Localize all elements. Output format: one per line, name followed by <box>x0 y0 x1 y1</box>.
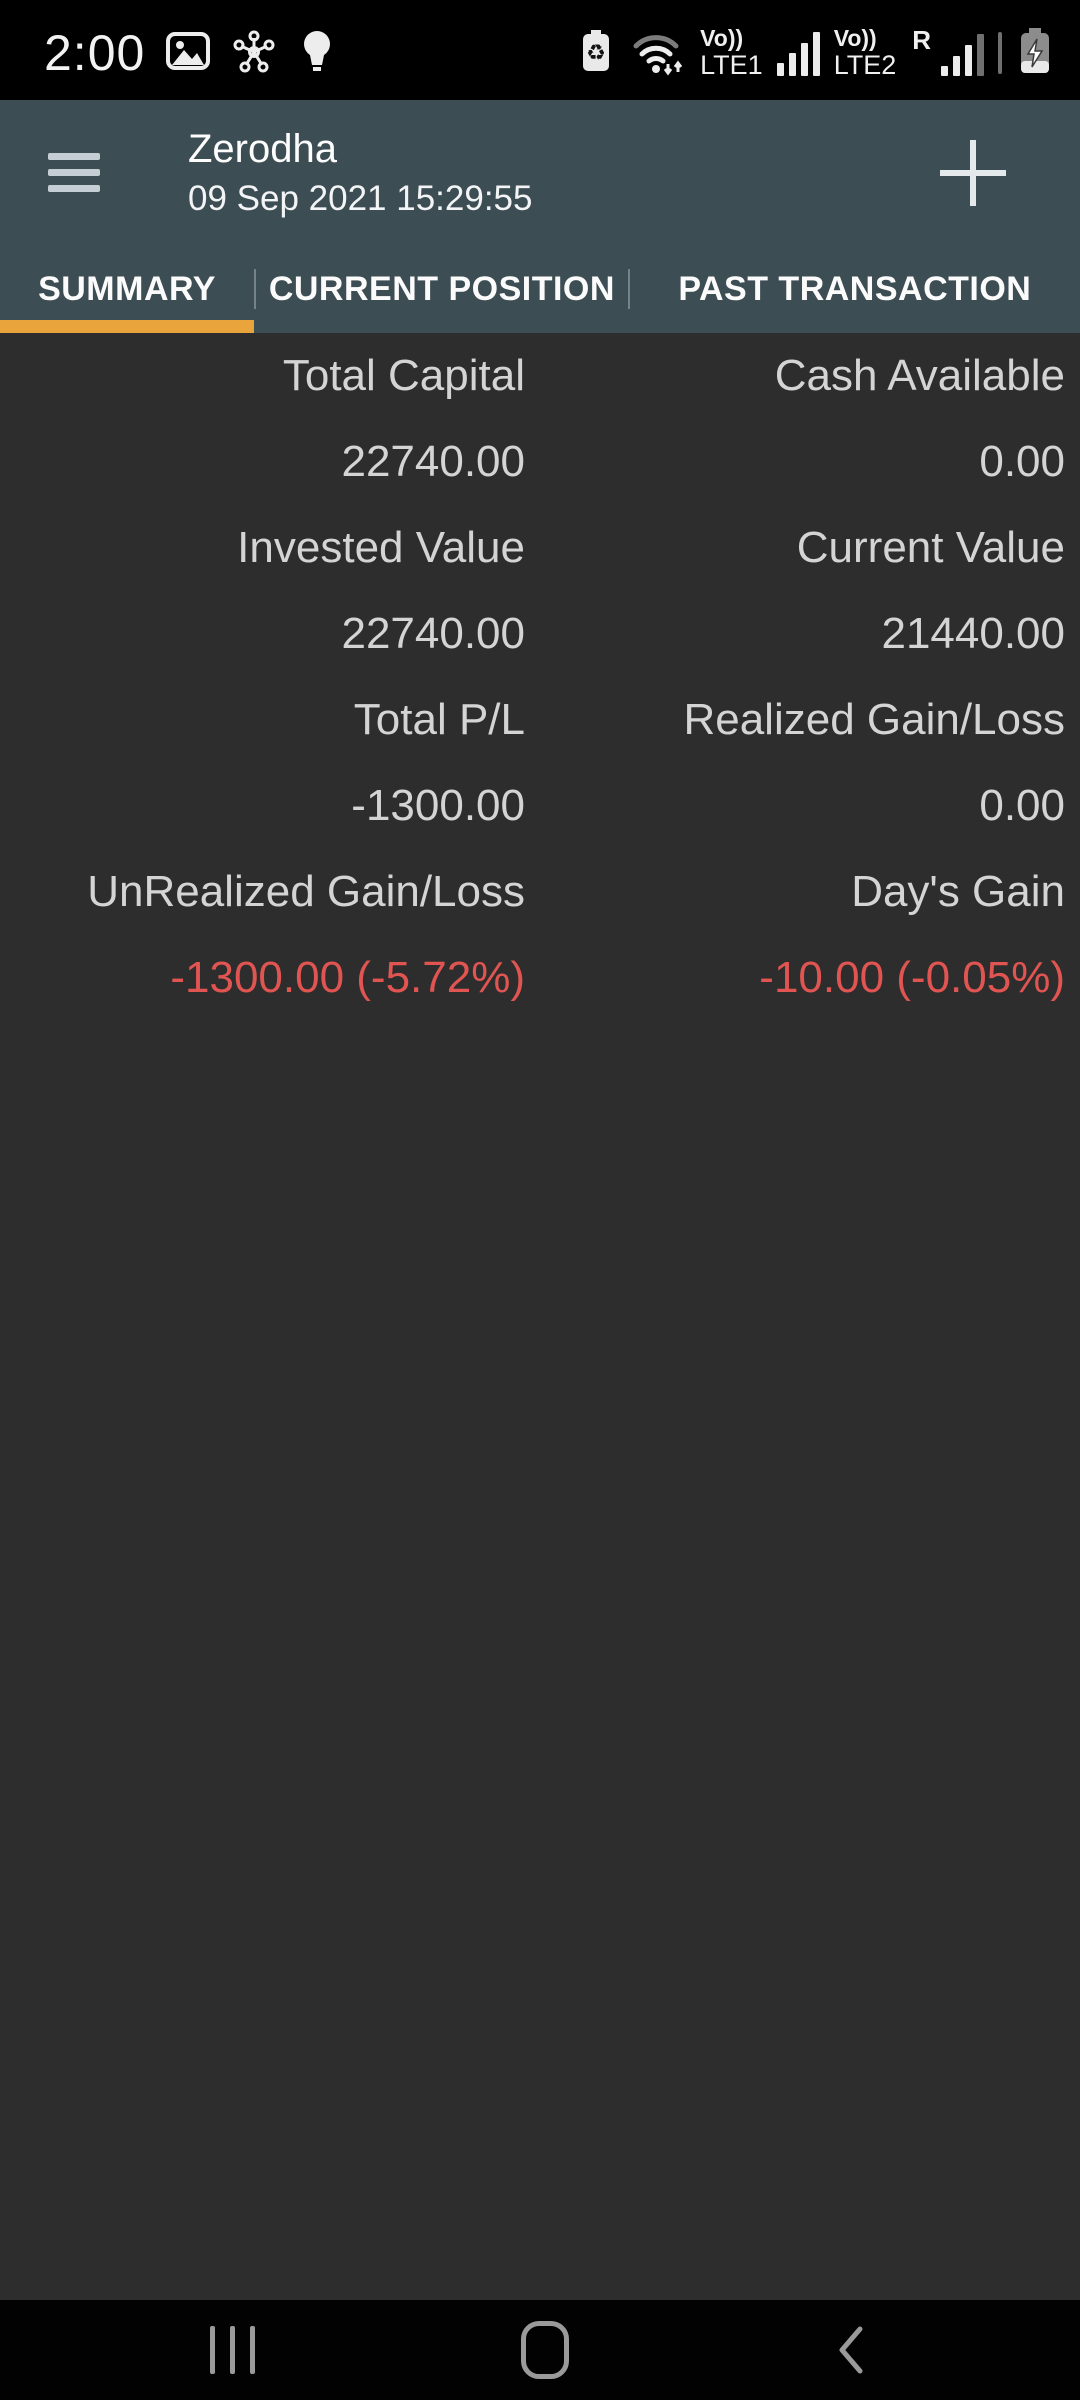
tab-past-transaction[interactable]: PAST TRANSACTION <box>630 245 1080 333</box>
sim2-network-label: Vo)) LTE2 <box>833 25 897 80</box>
label-total-capital: Total Capital <box>282 351 525 400</box>
app-bar-titles: Zerodha 09 Sep 2021 15:29:55 <box>188 126 532 219</box>
plus-icon[interactable] <box>938 138 1008 208</box>
tab-separator <box>254 269 257 309</box>
menu-icon[interactable] <box>48 153 100 192</box>
app-bar: Zerodha 09 Sep 2021 15:29:55 <box>0 100 1080 245</box>
wifi-icon <box>628 26 686 81</box>
tab-separator <box>627 269 630 309</box>
label-invested-value: Invested Value <box>237 523 525 572</box>
recents-icon[interactable] <box>210 2326 255 2374</box>
label-total-pl: Total P/L <box>353 695 525 744</box>
value-total-pl: -1300.00 <box>351 781 525 830</box>
status-divider <box>998 32 1002 74</box>
tab-summary[interactable]: SUMMARY <box>0 245 255 333</box>
page-title: Zerodha <box>188 127 337 172</box>
value-realized-gain-loss: 0.00 <box>979 781 1065 830</box>
sim1-signal-icon <box>776 30 820 76</box>
sim2-signal-icon <box>941 30 984 76</box>
page-subtitle-datetime: 09 Sep 2021 15:29:55 <box>188 179 533 219</box>
tab-current-position-label: CURRENT POSITION <box>268 269 615 308</box>
active-tab-indicator <box>0 320 255 333</box>
battery-saver-icon: ♻ <box>578 27 614 80</box>
tab-current-position[interactable]: CURRENT POSITION <box>256 245 628 333</box>
label-realized-gain-loss: Realized Gain/Loss <box>683 695 1065 744</box>
status-time: 2:00 <box>44 25 146 81</box>
roaming-indicator: R <box>912 24 931 55</box>
sim1-network-label: Vo)) LTE1 <box>700 25 763 80</box>
value-unrealized-gain-loss: -1300.00 (-5.72%) <box>170 953 525 1002</box>
navigation-bar <box>0 2300 1080 2400</box>
smartthings-icon <box>231 28 277 79</box>
flashlight-bulb-icon <box>297 27 337 80</box>
status-bar-right: ♻ Vo)) LTE1 Vo)) <box>578 25 1054 82</box>
tab-past-transaction-label: PAST TRANSACTION <box>678 269 1032 308</box>
value-total-capital: 22740.00 <box>341 437 525 486</box>
label-unrealized-gain-loss: UnRealized Gain/Loss <box>87 867 525 916</box>
svg-text:♻: ♻ <box>586 40 606 65</box>
summary-grid: Total Capital Cash Available 22740.00 0.… <box>0 333 1080 1021</box>
status-bar: 2:00 <box>0 0 1080 100</box>
label-days-gain: Day's Gain <box>851 867 1065 916</box>
home-icon[interactable] <box>520 2321 569 2379</box>
label-current-value: Current Value <box>796 523 1065 572</box>
status-bar-left: 2:00 <box>44 24 337 82</box>
value-cash-available: 0.00 <box>979 437 1065 486</box>
back-icon[interactable] <box>834 2323 868 2377</box>
gallery-icon <box>165 28 211 79</box>
summary-panel: Total Capital Cash Available 22740.00 0.… <box>0 333 1080 2300</box>
value-days-gain: -10.00 (-0.05%) <box>759 953 1065 1002</box>
tab-bar: SUMMARY CURRENT POSITION PAST TRANSACTIO… <box>0 245 1080 333</box>
value-current-value: 21440.00 <box>881 609 1065 658</box>
battery-charging-icon <box>1016 25 1054 82</box>
label-cash-available: Cash Available <box>774 351 1065 400</box>
value-invested-value: 22740.00 <box>341 609 525 658</box>
tab-summary-label: SUMMARY <box>38 269 216 308</box>
